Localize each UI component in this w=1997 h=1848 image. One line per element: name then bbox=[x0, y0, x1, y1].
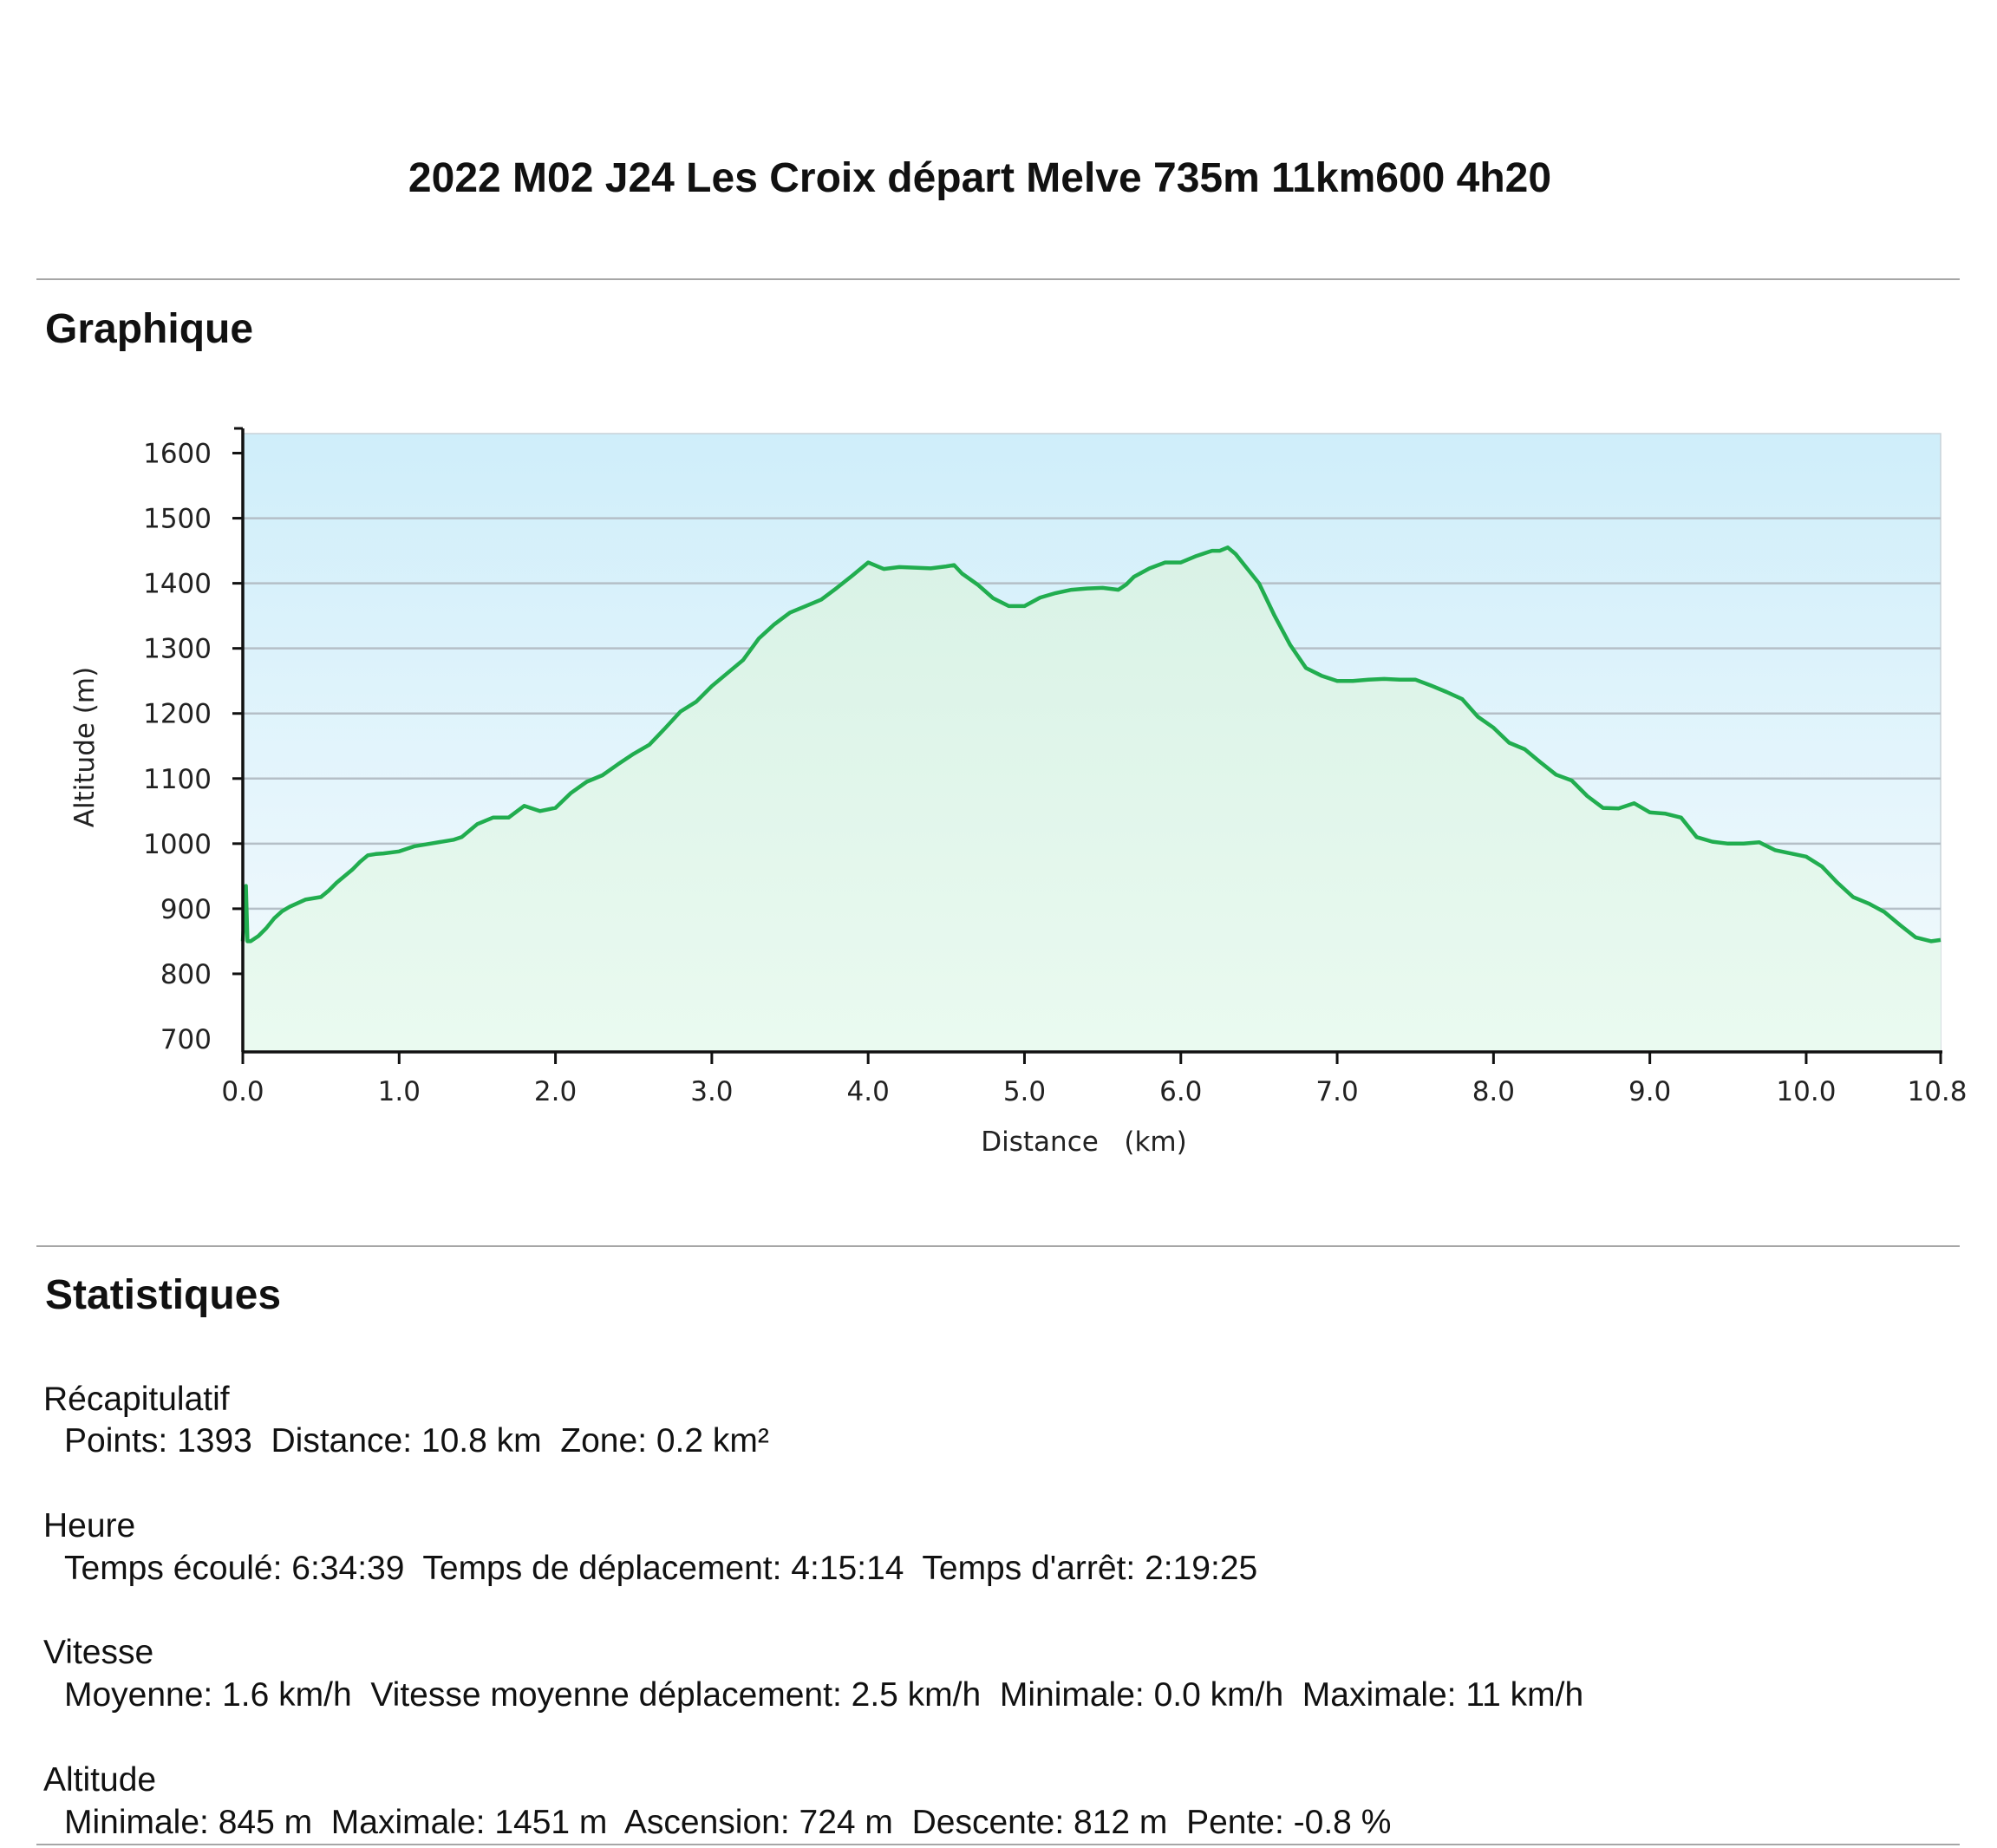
y-tick-label-1500: 1500 bbox=[143, 504, 212, 535]
stats-altitude-label: Altitude bbox=[43, 1761, 157, 1799]
y-axis-ticks: 700 800 900 1000 1100 1200 1300 1400 1500 1600 bbox=[143, 439, 243, 1055]
elevation-area-fill bbox=[243, 547, 1941, 1052]
stats-speed-label: Vitesse bbox=[43, 1634, 154, 1671]
divider-middle bbox=[36, 1245, 1960, 1247]
y-tick-label-1000: 1000 bbox=[143, 829, 212, 860]
x-tick-label-11: 10.8 bbox=[1907, 1076, 1967, 1107]
stats-summary-line: Points: 1393 Distance: 10.8 km Zone: 0.2… bbox=[64, 1422, 769, 1459]
y-axis-label: Altitude (m) bbox=[69, 667, 101, 827]
x-tick-label-7: 7.0 bbox=[1315, 1076, 1358, 1107]
x-axis-label: Distance (km) bbox=[981, 1126, 1186, 1158]
x-tick-label-3: 3.0 bbox=[690, 1076, 733, 1107]
x-tick-label-4: 4.0 bbox=[847, 1076, 890, 1107]
stats-time-label: Heure bbox=[43, 1507, 136, 1544]
x-tick-label-8: 8.0 bbox=[1472, 1076, 1515, 1107]
y-tick-label-900: 900 bbox=[160, 894, 212, 925]
y-tick-label-800: 800 bbox=[160, 959, 212, 990]
stats-altitude-line: Minimale: 845 m Maximale: 1451 m Ascensi… bbox=[64, 1804, 1392, 1841]
elevation-chart: 700 800 900 1000 1100 1200 1300 1400 1500 1600 0.… bbox=[69, 427, 1968, 1158]
elevation-series-line bbox=[240, 545, 1942, 944]
x-tick-label-1: 1.0 bbox=[378, 1076, 421, 1107]
x-tick-label-0: 0.0 bbox=[221, 1076, 264, 1107]
chart-section-heading: Graphique bbox=[45, 306, 254, 352]
divider-bottom bbox=[36, 1844, 1960, 1845]
stats-summary-label: Récapitulatif bbox=[43, 1381, 230, 1418]
page-title: 2022 M02 J24 Les Croix départ Melve 735m… bbox=[408, 155, 1552, 201]
x-tick-label-2: 2.0 bbox=[534, 1076, 577, 1107]
x-axis-ticks: 0.0 1.0 2.0 3.0 4.0 5.0 6.0 7.0 8.0 9.0 10.0 10.8 bbox=[221, 1052, 1968, 1107]
y-tick-label-1600: 1600 bbox=[143, 439, 212, 470]
x-tick-label-5: 5.0 bbox=[1003, 1076, 1046, 1107]
divider-top bbox=[36, 278, 1960, 280]
stats-section-heading: Statistiques bbox=[45, 1272, 282, 1318]
stats-time-line: Temps écoulé: 6:34:39 Temps de déplaceme… bbox=[64, 1550, 1258, 1587]
y-tick-label-1200: 1200 bbox=[143, 699, 212, 730]
axes bbox=[234, 427, 1942, 1054]
x-tick-label-10: 10.0 bbox=[1776, 1076, 1836, 1107]
x-tick-label-6: 6.0 bbox=[1159, 1076, 1202, 1107]
y-tick-label-700: 700 bbox=[160, 1024, 212, 1055]
x-tick-label-9: 9.0 bbox=[1628, 1076, 1671, 1107]
y-tick-label-1400: 1400 bbox=[143, 569, 212, 600]
stats-speed-line: Moyenne: 1.6 km/h Vitesse moyenne déplac… bbox=[64, 1676, 1584, 1714]
y-tick-label-1100: 1100 bbox=[143, 764, 212, 795]
y-tick-label-1300: 1300 bbox=[143, 634, 212, 665]
